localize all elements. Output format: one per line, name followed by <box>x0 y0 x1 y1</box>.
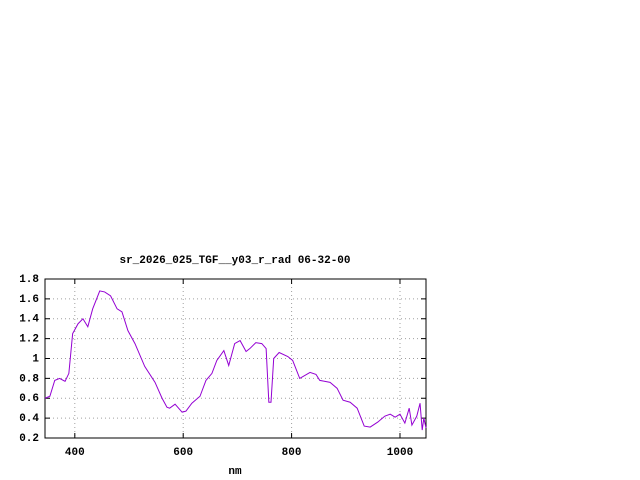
x-tick-label: 1000 <box>387 447 413 459</box>
chart-title: sr_2026_025_TGF__y03_r_rad 06-32-00 <box>119 255 350 267</box>
y-tick-label: 0.2 <box>19 433 39 445</box>
data-line <box>44 290 427 431</box>
x-tick-label: 600 <box>173 447 193 459</box>
y-tick-label: 1.2 <box>19 334 39 346</box>
plot-border <box>44 278 427 439</box>
y-tick-label: 1.8 <box>19 274 39 286</box>
y-tick-label: 1.4 <box>19 314 39 326</box>
y-tick-label: 0.4 <box>19 413 39 425</box>
y-tick-label: 0.8 <box>19 373 39 385</box>
y-tick-label: 1.6 <box>19 294 39 306</box>
y-tick-label: 1 <box>32 353 39 365</box>
x-tick-label: 800 <box>282 447 302 459</box>
y-tick-label: 0.6 <box>19 393 39 405</box>
x-tick-label: 400 <box>65 447 85 459</box>
x-axis-label: nm <box>228 466 242 478</box>
